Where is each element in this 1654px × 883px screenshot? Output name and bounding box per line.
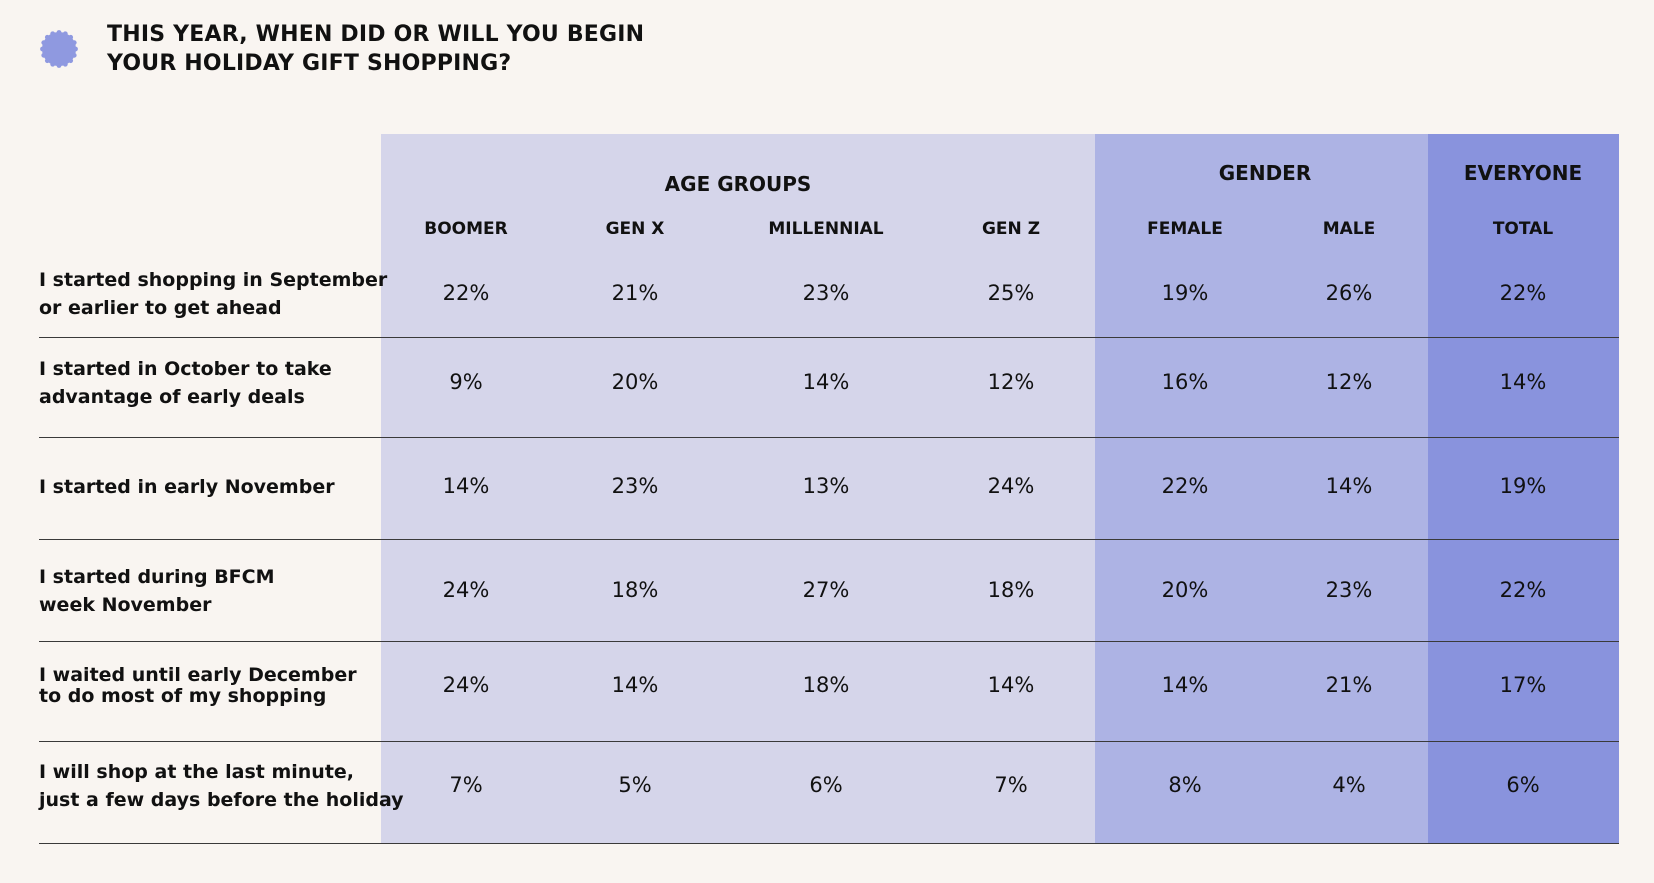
- row-label: I waited until early December to do most …: [39, 665, 369, 707]
- row-label: I started in early November: [39, 473, 369, 501]
- table-cell: 25%: [987, 281, 1035, 305]
- row-divider: [39, 437, 1619, 438]
- table-cell: 14%: [442, 474, 490, 498]
- row-divider: [39, 539, 1619, 540]
- table-cell: 9%: [449, 370, 483, 394]
- table-cell: 6%: [809, 773, 843, 797]
- row-label-line: I started in October to take: [39, 358, 332, 380]
- row-label-line: advantage of early deals: [39, 386, 305, 408]
- table-cell: 22%: [1161, 474, 1209, 498]
- chart-title-line-2: YOUR HOLIDAY GIFT SHOPPING?: [107, 51, 512, 76]
- table-cell: 22%: [442, 281, 490, 305]
- group-label-everyone: EVERYONE: [1463, 161, 1583, 185]
- row-label-line: just a few days before the holiday: [39, 789, 404, 811]
- table-cell: 26%: [1325, 281, 1373, 305]
- table-cell: 4%: [1332, 773, 1366, 797]
- table-cell: 22%: [1499, 281, 1547, 305]
- age-groups-panel: [381, 134, 1095, 843]
- table-cell: 20%: [1161, 578, 1209, 602]
- row-label-line: I started shopping in September: [39, 269, 388, 291]
- table-cell: 24%: [987, 474, 1035, 498]
- column-header: MALE: [1322, 219, 1376, 239]
- row-label-line: I started during BFCM: [39, 566, 275, 588]
- group-label-age-groups: AGE GROUPS: [664, 172, 812, 196]
- table-cell: 24%: [442, 673, 490, 697]
- group-label-gender: GENDER: [1218, 161, 1312, 185]
- row-label-line: I waited until early December: [39, 664, 357, 686]
- table-cell: 6%: [1506, 773, 1540, 797]
- table-cell: 19%: [1499, 474, 1547, 498]
- column-header: GEN X: [605, 219, 665, 239]
- table-cell: 23%: [611, 474, 659, 498]
- table-cell: 12%: [1325, 370, 1373, 394]
- chart-title-line-1: THIS YEAR, WHEN DID OR WILL YOU BEGIN: [107, 22, 645, 47]
- table-cell: 14%: [802, 370, 850, 394]
- table-cell: 18%: [802, 673, 850, 697]
- table-cell: 13%: [802, 474, 850, 498]
- gender-panel: [1095, 134, 1428, 843]
- table-cell: 21%: [1325, 673, 1373, 697]
- row-label: I started in October to take advantage of…: [39, 355, 369, 411]
- table-cell: 18%: [611, 578, 659, 602]
- column-header: MILLENNIAL: [768, 219, 884, 239]
- table-cell: 16%: [1161, 370, 1209, 394]
- table-cell: 14%: [1325, 474, 1373, 498]
- table-cell: 23%: [802, 281, 850, 305]
- table-cell: 7%: [449, 773, 483, 797]
- table-cell: 24%: [442, 578, 490, 602]
- column-header: GEN Z: [981, 219, 1041, 239]
- row-divider: [39, 337, 1619, 338]
- chart-title: THIS YEAR, WHEN DID OR WILL YOU BEGIN YO…: [107, 20, 644, 78]
- row-label: I started shopping in September or earlie…: [39, 266, 388, 322]
- row-divider: [39, 843, 1619, 844]
- table-cell: 5%: [618, 773, 652, 797]
- table-cell: 17%: [1499, 673, 1547, 697]
- table-cell: 8%: [1168, 773, 1202, 797]
- table-cell: 22%: [1499, 578, 1547, 602]
- column-header: TOTAL: [1492, 219, 1554, 239]
- column-header: FEMALE: [1147, 219, 1223, 239]
- row-label: I will shop at the last minute, just a fe…: [39, 758, 404, 814]
- table-cell: 14%: [1499, 370, 1547, 394]
- scalloped-circle-icon: [40, 30, 78, 68]
- table-cell: 20%: [611, 370, 659, 394]
- row-label-line: I will shop at the last minute,: [39, 761, 355, 783]
- table-cell: 12%: [987, 370, 1035, 394]
- row-label-line: to do most of my shopping: [39, 685, 327, 707]
- table-cell: 27%: [802, 578, 850, 602]
- table-cell: 14%: [1161, 673, 1209, 697]
- row-label-line: or earlier to get ahead: [39, 297, 282, 319]
- table-cell: 18%: [987, 578, 1035, 602]
- table-cell: 21%: [611, 281, 659, 305]
- row-label-line: week November: [39, 594, 212, 616]
- row-divider: [39, 641, 1619, 642]
- everyone-panel: [1428, 134, 1619, 843]
- table-cell: 19%: [1161, 281, 1209, 305]
- column-header: BOOMER: [424, 219, 508, 239]
- row-label: I started during BFCM week November: [39, 563, 369, 619]
- table-cell: 14%: [987, 673, 1035, 697]
- row-label-line: I started in early November: [39, 476, 335, 498]
- table-cell: 14%: [611, 673, 659, 697]
- table-cell: 23%: [1325, 578, 1373, 602]
- row-divider: [39, 741, 1619, 742]
- table-cell: 7%: [994, 773, 1028, 797]
